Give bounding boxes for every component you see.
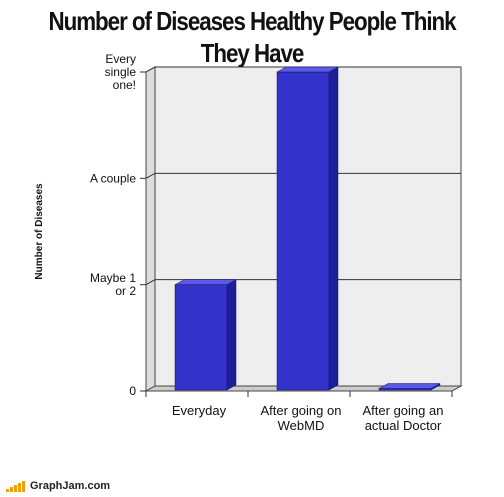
bar-top	[174, 279, 237, 285]
y-tick-label: single	[105, 65, 137, 79]
footer-brand-text: GraphJam.com	[30, 480, 111, 492]
chart-title-line-2: They Have	[200, 38, 305, 68]
bar-side	[226, 279, 237, 391]
chart-title-line-1: Number of Diseases Healthy People Think	[48, 6, 456, 36]
y-tick-label: or 2	[115, 284, 136, 298]
bar-side	[328, 66, 339, 391]
x-tick-label: After going an	[363, 403, 444, 418]
y-tick-label: one!	[113, 78, 136, 92]
bar	[276, 71, 330, 391]
y-tick-label: Every	[105, 52, 136, 66]
y-axis-label: Number of Diseases	[34, 183, 45, 280]
bar-top	[378, 383, 441, 389]
bar	[174, 284, 228, 391]
y-tick-label: Maybe 1	[90, 271, 136, 285]
left-wall	[145, 66, 156, 392]
gridline	[145, 66, 461, 73]
x-tick-label: actual Doctor	[365, 418, 442, 433]
bar-top	[276, 66, 339, 73]
gridline	[145, 172, 461, 179]
y-tick-label: A couple	[90, 171, 136, 185]
x-tick-label: WebMD	[278, 418, 325, 433]
gridline	[145, 279, 461, 286]
x-tick-label: Everyday	[172, 403, 227, 418]
graphjam-logo-icon	[6, 480, 26, 492]
x-tick-label: After going on	[261, 403, 342, 418]
y-tick-label: 0	[129, 384, 136, 398]
footer-brand: GraphJam.com	[6, 480, 110, 492]
